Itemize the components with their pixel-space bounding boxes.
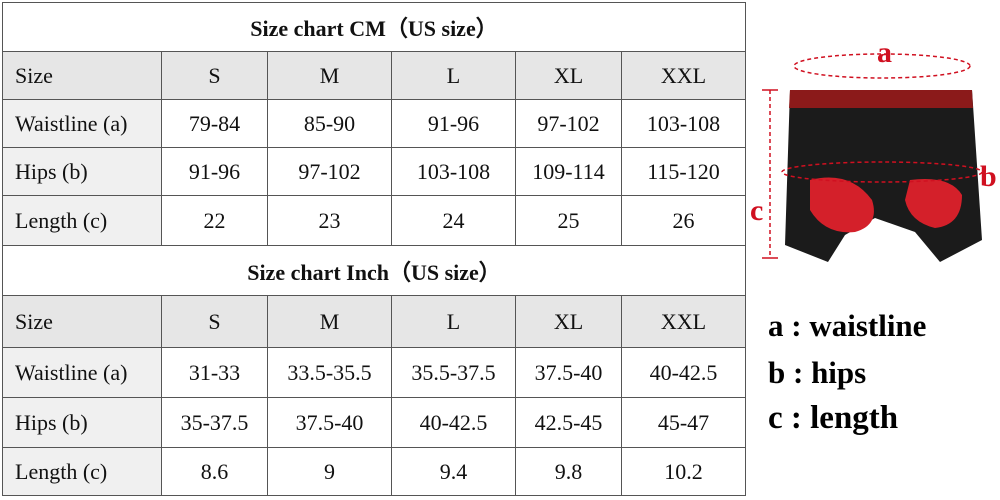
- table-cell: 25: [515, 195, 622, 246]
- header-cell: S: [161, 295, 268, 348]
- table-cell: 103-108: [391, 147, 516, 196]
- table-title: Size chart CM（US size）: [2, 2, 746, 52]
- header-cell: L: [391, 295, 516, 348]
- table-cell: 115-120: [621, 147, 746, 196]
- header-cell: XL: [515, 51, 622, 100]
- row-label: Length (c): [2, 195, 162, 246]
- table-cell: 45-47: [621, 397, 746, 448]
- table-cell: 97-102: [267, 147, 392, 196]
- legend-item: b : hips: [768, 355, 867, 390]
- label-c: c: [750, 194, 763, 227]
- table-cell: 40-42.5: [621, 347, 746, 398]
- table-cell: 37.5-40: [267, 397, 392, 448]
- table-cell: 35.5-37.5: [391, 347, 516, 398]
- waistband: [789, 90, 973, 108]
- header-cell: Size: [2, 295, 162, 348]
- header-cell: XL: [515, 295, 622, 348]
- header-cell: XXL: [621, 295, 746, 348]
- shorts-diagram: a b c: [750, 36, 997, 262]
- label-a: a: [877, 36, 892, 69]
- table-cell: 97-102: [515, 99, 622, 148]
- row-label: Waistline (a): [2, 99, 162, 148]
- table-cell: 79-84: [161, 99, 268, 148]
- table-cell: 37.5-40: [515, 347, 622, 398]
- table-cell: 9.8: [515, 447, 622, 496]
- table-cell: 9.4: [391, 447, 516, 496]
- pad-right: [905, 179, 962, 228]
- table-cell: 24: [391, 195, 516, 246]
- table-cell: 103-108: [621, 99, 746, 148]
- header-cell: XXL: [621, 51, 746, 100]
- table-cell: 40-42.5: [391, 397, 516, 448]
- table-cell: 22: [161, 195, 268, 246]
- pad-left: [810, 177, 874, 233]
- header-cell: S: [161, 51, 268, 100]
- table-cell: 42.5-45: [515, 397, 622, 448]
- table-cell: 85-90: [267, 99, 392, 148]
- header-cell: M: [267, 51, 392, 100]
- header-cell: Size: [2, 51, 162, 100]
- table-cell: 33.5-35.5: [267, 347, 392, 398]
- row-label: Waistline (a): [2, 347, 162, 398]
- table-cell: 91-96: [391, 99, 516, 148]
- shorts-body: [785, 90, 982, 262]
- table-cell: 109-114: [515, 147, 622, 196]
- table-title: Size chart Inch（US size）: [2, 245, 746, 296]
- table-cell: 9: [267, 447, 392, 496]
- table-cell: 10.2: [621, 447, 746, 496]
- label-b: b: [980, 160, 997, 193]
- row-label: Length (c): [2, 447, 162, 496]
- header-cell: L: [391, 51, 516, 100]
- table-cell: 26: [621, 195, 746, 246]
- legend-item: a : waistline: [768, 308, 927, 343]
- table-cell: 31-33: [161, 347, 268, 398]
- legend-item: c : length: [768, 400, 899, 436]
- table-cell: 8.6: [161, 447, 268, 496]
- table-cell: 23: [267, 195, 392, 246]
- hips-guide: [781, 161, 983, 183]
- table-cell: 35-37.5: [161, 397, 268, 448]
- header-cell: M: [267, 295, 392, 348]
- waist-guide: [793, 53, 971, 79]
- row-label: Hips (b): [2, 397, 162, 448]
- table-cell: 91-96: [161, 147, 268, 196]
- row-label: Hips (b): [2, 147, 162, 196]
